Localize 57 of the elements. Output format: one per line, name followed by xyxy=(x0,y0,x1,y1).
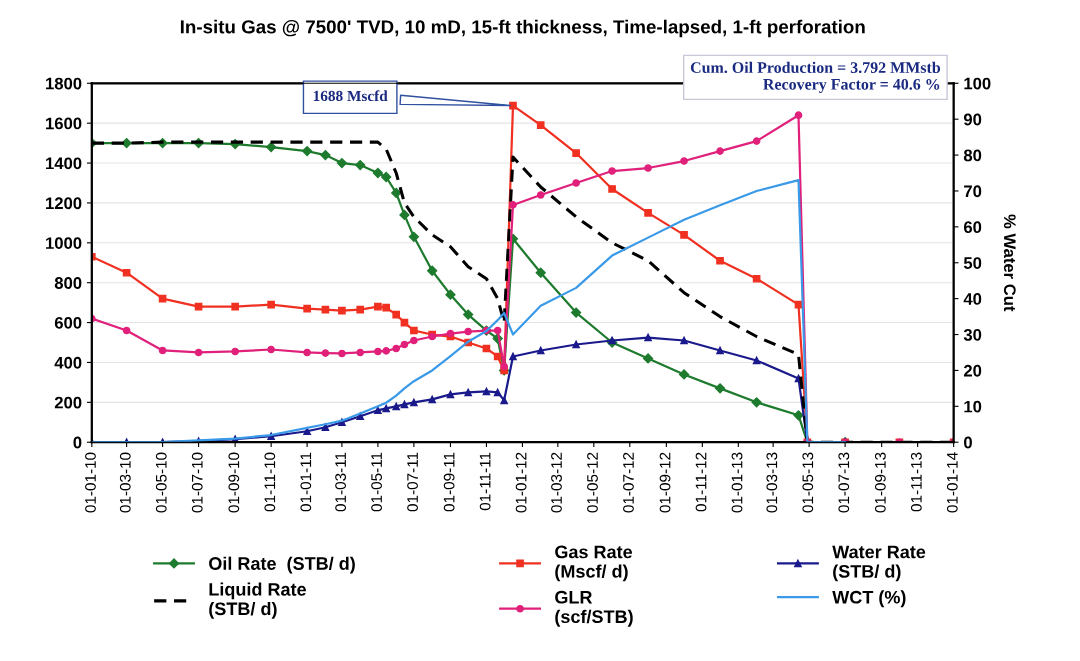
y2-tick-label: 30 xyxy=(963,328,982,341)
x-tick-label: 01-05-11 xyxy=(371,452,382,512)
legend-label: Oil Rate (STB/ d) xyxy=(209,556,355,574)
y2-axis-title: % Water Cut xyxy=(1003,214,1016,312)
x-tick-label: 01-03-12 xyxy=(551,452,562,513)
x-tick-label: 01-01-12 xyxy=(515,452,527,513)
x-tick-label: 01-11-13 xyxy=(910,452,922,512)
x-tick-label: 01-01-11 xyxy=(300,452,312,512)
x-tick-label: 01-05-13 xyxy=(802,452,814,513)
legend-label: Liquid Rate (STB/ d) xyxy=(209,582,306,619)
y2-tick-label: 90 xyxy=(963,113,982,126)
y2-tick-label: 0 xyxy=(964,436,972,449)
annotation: 1688 Mscfd xyxy=(313,90,388,102)
y-tick-label: 1800 xyxy=(46,77,82,90)
x-tick-label: 01-05-12 xyxy=(587,452,598,513)
x-tick-label: 01-09-12 xyxy=(659,452,671,513)
x-tick-label: 01-05-10 xyxy=(155,452,167,513)
x-tick-label: 01-07-11 xyxy=(407,452,418,512)
x-tick-label: 01-01-13 xyxy=(731,452,743,513)
annotation: Recovery Factor = 40.6 % xyxy=(763,78,940,93)
y-tick-label: 1200 xyxy=(46,197,82,210)
y2-tick-label: 60 xyxy=(963,221,982,234)
x-tick-label: 01-03-11 xyxy=(335,452,347,512)
x-tick-label: 01-07-13 xyxy=(838,452,850,513)
y-tick-label: 1600 xyxy=(46,117,82,130)
y2-tick-label: 100 xyxy=(964,77,991,90)
x-tick-label: 01-09-13 xyxy=(874,452,886,513)
y-tick-label: 400 xyxy=(54,356,82,369)
legend-label: Water Rate (STB/ d) xyxy=(832,545,926,582)
y-tick-label: 200 xyxy=(54,396,82,409)
x-tick-label: 01-03-10 xyxy=(119,452,131,513)
y-tick-label: 600 xyxy=(54,316,82,329)
y2-tick-label: 40 xyxy=(963,293,982,305)
x-tick-label: 01-07-12 xyxy=(623,452,634,513)
y2-tick-label: 20 xyxy=(963,364,982,377)
y2-tick-label: 50 xyxy=(963,257,982,269)
y-tick-label: 800 xyxy=(54,277,82,289)
y-tick-label: 1400 xyxy=(46,157,82,170)
legend-label: WCT (%) xyxy=(832,590,906,608)
y2-tick-label: 70 xyxy=(964,185,982,198)
x-tick-label: 01-11-12 xyxy=(695,452,707,512)
x-tick-label: 01-11-10 xyxy=(264,452,276,512)
chart-title: In-situ Gas @ 7500' TVD, 10 mD, 15-ft thickness, Time-lapsed, 1-ft perforation xyxy=(180,19,865,38)
y-tick-label: 1000 xyxy=(46,237,82,250)
y-tick-label: 0 xyxy=(73,436,82,449)
x-tick-label: 01-01-14 xyxy=(946,452,958,513)
x-tick-label: 01-01-10 xyxy=(85,452,96,513)
legend-label: GLR (scf/STB) xyxy=(555,590,633,627)
y2-tick-label: 10 xyxy=(964,400,982,413)
x-tick-label: 01-09-11 xyxy=(443,452,455,512)
text: Cum. Oil Production = 3.792 MMstb xyxy=(690,61,941,74)
x-tick-label: 01-09-10 xyxy=(228,452,240,513)
x-tick-label: 01-03-13 xyxy=(766,452,778,513)
y2-tick-label: 80 xyxy=(963,149,982,162)
x-tick-label: 01-07-10 xyxy=(191,452,203,513)
legend-label: Gas Rate (Mscf/ d) xyxy=(555,545,633,582)
x-tick-label: 01-11-11 xyxy=(479,452,491,511)
